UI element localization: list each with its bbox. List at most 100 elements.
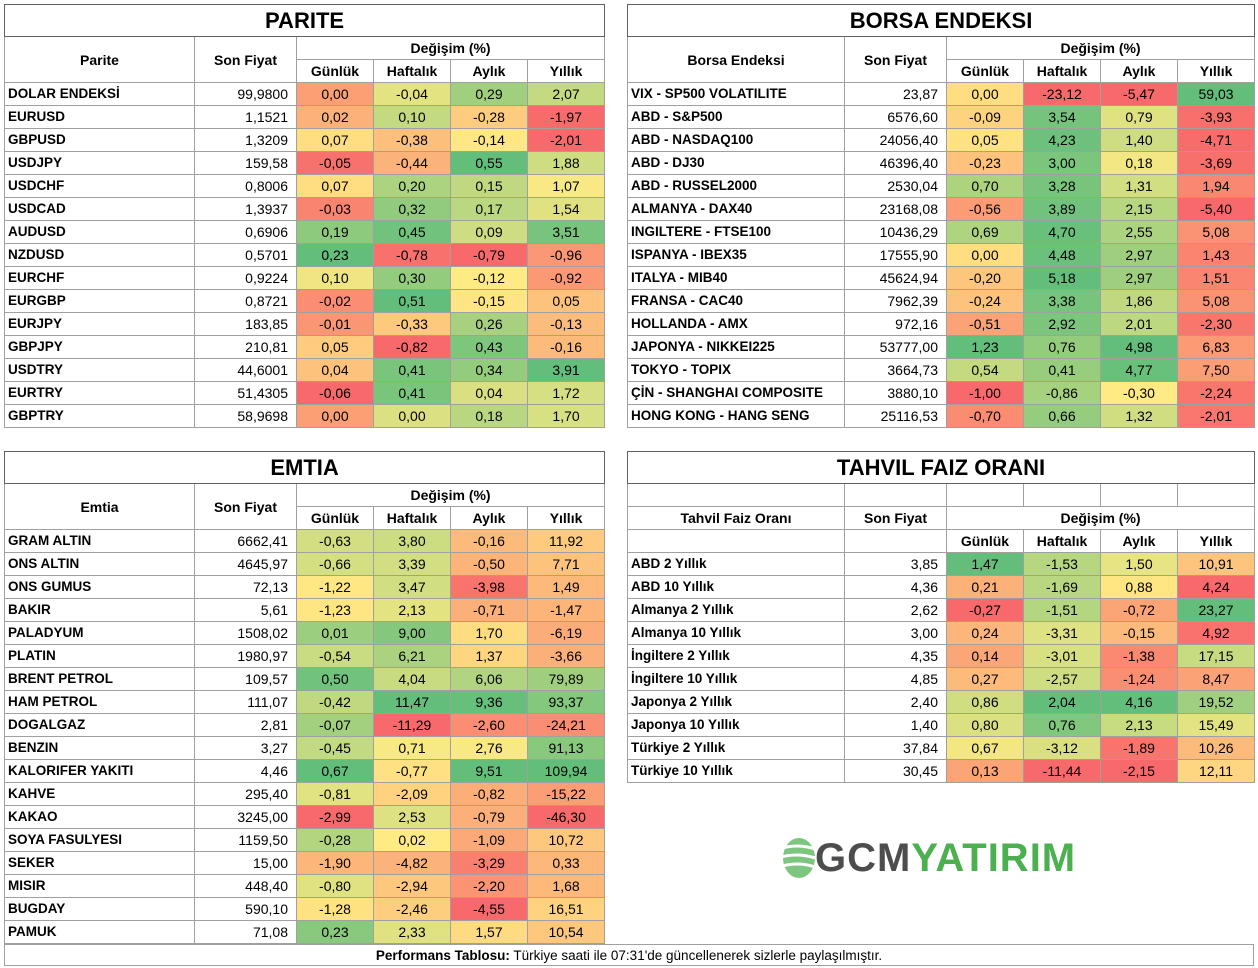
emtia-row-price: 15,00 (194, 851, 297, 875)
emtia-row-change: -2,60 (450, 713, 528, 737)
tahvil-row-change: -0,72 (1100, 598, 1178, 622)
footer-text: Türkiye saati ile 07:31'de güncellenerek… (509, 948, 883, 963)
parite-row-change: 0,26 (450, 312, 528, 336)
emtia-row-change: 2,13 (373, 598, 451, 622)
emtia-row-price: 2,81 (194, 713, 297, 737)
borsa-row-change: 1,31 (1100, 174, 1178, 198)
borsa-row: HONG KONG - HANG SENG 25116,53 -0,70 0,66 1,… (627, 404, 1256, 428)
tahvil-row-change: 0,13 (946, 759, 1024, 783)
emtia-row-change: 1,49 (526, 575, 606, 599)
parite-row-change: 0,29 (450, 82, 528, 106)
emtia-row-price: 109,57 (194, 667, 297, 691)
emtia-row-change: -3,66 (526, 644, 606, 668)
emtia-row-change: -3,98 (450, 575, 528, 599)
emtia-row-change: -0,77 (373, 759, 451, 783)
tahvil-row-change: 10,26 (1176, 736, 1256, 760)
borsa-row: HOLLANDA - AMX 972,16 -0,51 2,92 2,01 -2,30 (627, 312, 1256, 336)
parite-row-change: -0,38 (373, 128, 451, 152)
parite-row: EURTRY 51,4305 -0,06 0,41 0,04 1,72 (4, 381, 606, 405)
borsa-row-change: -0,30 (1100, 381, 1178, 405)
borsa-row-change: 4,98 (1100, 335, 1178, 359)
emtia-row: MISIR 448,40 -0,80 -2,94 -2,20 1,68 (4, 874, 606, 898)
borsa-row-price: 17555,90 (844, 243, 947, 267)
parite-row-change: 0,00 (296, 82, 374, 106)
emtia-row: KAHVE 295,40 -0,81 -2,09 -0,82 -15,22 (4, 782, 606, 806)
emtia-row-name: ONS GUMUS (4, 575, 195, 599)
emtia-col-change: Değişim (%) (295, 483, 606, 507)
emtia-row-change: -2,94 (373, 874, 451, 898)
tahvil-period-daily: Günlük (946, 529, 1024, 553)
tahvil-row-change: 0,14 (946, 644, 1024, 668)
borsa-row-change: -2,24 (1176, 381, 1256, 405)
emtia-row-price: 5,61 (194, 598, 297, 622)
emtia-row-change: -0,63 (296, 529, 374, 553)
borsa-row: ÇİN - SHANGHAI COMPOSITE 3880,10 -1,00 -0,8… (627, 381, 1256, 405)
parite-row-name: USDTRY (4, 358, 195, 382)
parite-row-price: 0,8721 (194, 289, 297, 313)
borsa-row: FRANSA - CAC40 7962,39 -0,24 3,38 1,86 5,08 (627, 289, 1256, 313)
borsa-col-price: Son Fiyat (844, 36, 947, 83)
emtia-col-price: Son Fiyat (194, 483, 297, 530)
borsa-row-name: ÇİN - SHANGHAI COMPOSITE (627, 381, 845, 405)
parite-row: USDCAD 1,3937 -0,03 0,32 0,17 1,54 (4, 197, 606, 221)
emtia-row-change: 9,51 (450, 759, 528, 783)
borsa-row-change: 4,23 (1023, 128, 1101, 152)
parite-row: NZDUSD 0,5701 0,23 -0,78 -0,79 -0,96 (4, 243, 606, 267)
tahvil-row-change: 0,88 (1100, 575, 1178, 599)
emtia-row-change: -0,79 (450, 805, 528, 829)
tahvil-row-price: 4,36 (844, 575, 947, 599)
emtia-row-change: 6,21 (373, 644, 451, 668)
emtia-row-change: -0,71 (450, 598, 528, 622)
emtia-period-yearly: Yıllık (526, 506, 606, 530)
parite-row-change: -0,02 (296, 289, 374, 313)
parite-row-price: 99,9800 (194, 82, 297, 106)
tahvil-row: ABD 2 Yıllık 3,85 1,47 -1,53 1,50 10,91 (627, 552, 1256, 576)
parite-row-change: -0,79 (450, 243, 528, 267)
parite-row-name: USDJPY (4, 151, 195, 175)
emtia-row: SOYA FASULYESI 1159,50 -0,28 0,02 -1,09 10,72 (4, 828, 606, 852)
emtia-row: BENZIN 3,27 -0,45 0,71 2,76 91,13 (4, 736, 606, 760)
tahvil-row: İngiltere 2 Yıllık 4,35 0,14 -3,01 -1,38 17,1… (627, 644, 1256, 668)
borsa-row-change: -5,47 (1100, 82, 1178, 106)
parite-row-change: -1,97 (526, 105, 606, 129)
emtia-row: KALORIFER YAKITI 4,46 0,67 -0,77 9,51 109,94 (4, 759, 606, 783)
emtia-row-price: 3245,00 (194, 805, 297, 829)
emtia-row-change: -2,99 (296, 805, 374, 829)
emtia-row-change: 0,33 (526, 851, 606, 875)
emtia-row-price: 1159,50 (194, 828, 297, 852)
borsa-row-change: -0,20 (946, 266, 1024, 290)
tahvil-row-price: 4,35 (844, 644, 947, 668)
tahvil-row-name: İngiltere 2 Yıllık (627, 644, 845, 668)
emtia-row-name: GRAM ALTIN (4, 529, 195, 553)
borsa-row-change: -0,51 (946, 312, 1024, 336)
borsa-row: ABD - S&P500 6576,60 -0,09 3,54 0,79 -3,93 (627, 105, 1256, 129)
parite-row-change: 0,51 (373, 289, 451, 313)
tahvil-row-change: 23,27 (1176, 598, 1256, 622)
emtia-row-change: 4,04 (373, 667, 451, 691)
parite-row-change: 3,51 (526, 220, 606, 244)
parite-row-name: EURTRY (4, 381, 195, 405)
tahvil-period-yearly: Yıllık (1176, 529, 1256, 553)
borsa-row-change: 0,69 (946, 220, 1024, 244)
borsa-row: INGILTERE - FTSE100 10436,29 0,69 4,70 2,55 5… (627, 220, 1256, 244)
parite-row-change: -0,33 (373, 312, 451, 336)
parite-row-price: 1,3937 (194, 197, 297, 221)
emtia-row-price: 111,07 (194, 690, 297, 714)
parite-row: EURGBP 0,8721 -0,02 0,51 -0,15 0,05 (4, 289, 606, 313)
emtia-row-change: 3,80 (373, 529, 451, 553)
tahvil-row-change: 2,04 (1023, 690, 1101, 714)
emtia-row-change: -0,28 (296, 828, 374, 852)
tahvil-col-price: Son Fiyat (844, 506, 947, 530)
tahvil-row-change: -1,69 (1023, 575, 1101, 599)
tahvil-row-name: ABD 10 Yıllık (627, 575, 845, 599)
emtia-row-name: KAHVE (4, 782, 195, 806)
tahvil-row-change: -3,31 (1023, 621, 1101, 645)
parite-row-name: EURUSD (4, 105, 195, 129)
borsa-row-change: 2,15 (1100, 197, 1178, 221)
emtia-row: GRAM ALTIN 6662,41 -0,63 3,80 -0,16 11,92 (4, 529, 606, 553)
parite-title: PARITE (3, 4, 606, 37)
borsa-row: ABD - RUSSEL2000 2530,04 0,70 3,28 1,31 1,94 (627, 174, 1256, 198)
parite-row-name: DOLAR ENDEKSİ (4, 82, 195, 106)
parite-row-price: 44,6001 (194, 358, 297, 382)
parite-col-name: Parite (4, 36, 195, 83)
